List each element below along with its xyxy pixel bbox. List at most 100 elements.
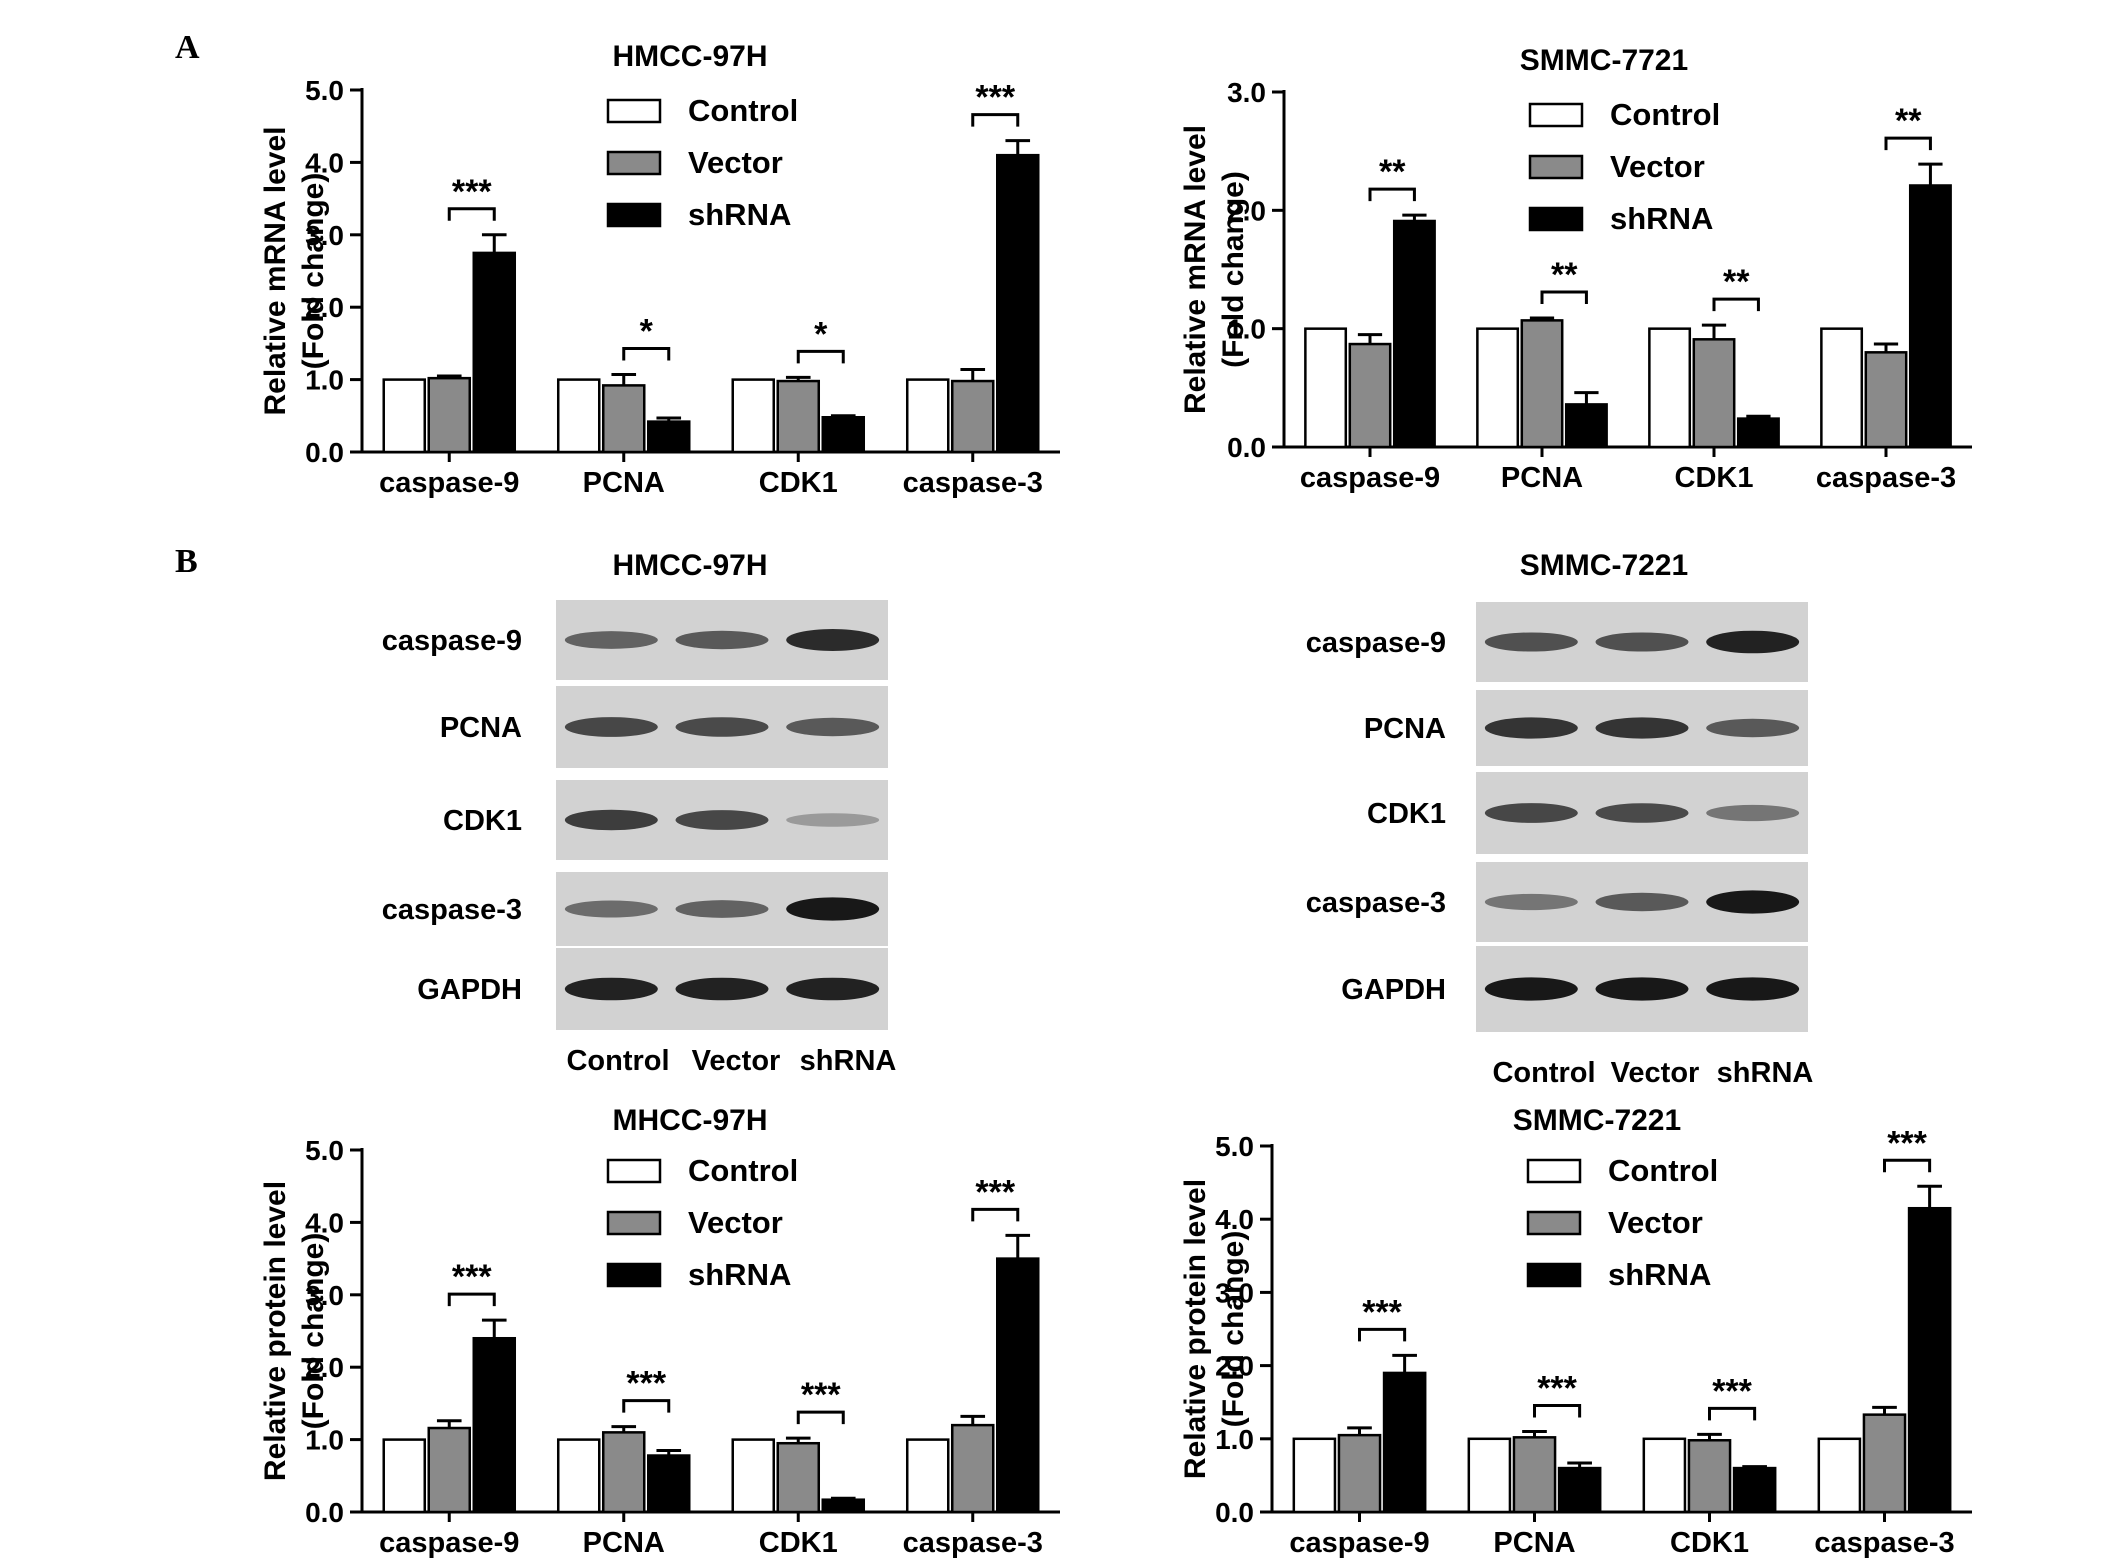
significance-bracket xyxy=(971,1207,1020,1222)
blot-band xyxy=(1706,630,1800,654)
significance-label: ** xyxy=(1551,256,1578,294)
y-tick-label: 3.0 xyxy=(1227,77,1266,108)
significance-label: *** xyxy=(626,1365,666,1403)
blot-band xyxy=(675,977,769,1001)
legend: Control Vector shRNA xyxy=(1526,1153,1718,1292)
legend: Control Vector shRNA xyxy=(606,93,798,232)
significance-label: ** xyxy=(1895,102,1922,140)
y-tick-label: 2.0 xyxy=(1227,195,1266,226)
blot-band xyxy=(1706,718,1800,738)
blot-row-label: caspase-3 xyxy=(1306,887,1446,919)
blot-row-label: CDK1 xyxy=(443,805,522,837)
legend-entry: shRNA xyxy=(688,197,791,232)
bar-shrna-caspase-9 xyxy=(1382,1371,1427,1514)
legend-swatch xyxy=(1526,1158,1582,1184)
blot-band xyxy=(1484,632,1578,652)
significance-label: * xyxy=(640,313,654,351)
bar-shrna-cdk1 xyxy=(1736,417,1780,449)
y-tick-label: 0.0 xyxy=(1227,432,1266,463)
y-axis-label-line-1: Relative mRNA level xyxy=(259,126,292,415)
x-tick-label: CDK1 xyxy=(759,1527,838,1559)
y-axis-label-line-1: Relative protein level xyxy=(259,1181,292,1481)
significance-label: *** xyxy=(975,79,1015,117)
chart-4: SMMC-7221 Relative protein level (Fold cha… xyxy=(1179,1104,1972,1559)
y-tick-label: 2.0 xyxy=(305,1352,344,1383)
legend-entry: shRNA xyxy=(688,1257,791,1292)
x-tick-label: caspase-3 xyxy=(903,467,1043,499)
blot-band xyxy=(1595,803,1689,823)
chart-2: SMMC-7721 Relative mRNA level (Fold change… xyxy=(1179,44,1972,494)
significance-bracket xyxy=(1884,136,1932,151)
significance-label: *** xyxy=(1362,1293,1402,1331)
bar-shrna-caspase-9 xyxy=(472,1336,517,1514)
y-axis-label: Relative protein level (Fold change) xyxy=(1179,1179,1250,1479)
bar-vector-cdk1 xyxy=(776,1441,821,1514)
blot-lane-label: Control xyxy=(566,1045,669,1077)
significance-bracket xyxy=(1708,1406,1757,1421)
legend-entry: Vector xyxy=(688,145,783,180)
significance-label: *** xyxy=(1537,1369,1577,1407)
blot-band xyxy=(1706,890,1800,914)
blot-band xyxy=(786,897,880,921)
y-axis-label-line-2: (Fold change) xyxy=(1217,1231,1250,1428)
y-tick-label: 0.0 xyxy=(305,437,344,468)
bar-control-caspase-9 xyxy=(382,378,426,454)
bar-control-cdk1 xyxy=(731,1438,775,1514)
bar-control-caspase-3 xyxy=(905,1438,950,1514)
significance-label: *** xyxy=(452,1258,492,1296)
y-axis-label-line-2: (Fold change) xyxy=(297,173,330,370)
bar-vector-caspase-9 xyxy=(1348,342,1392,449)
bar-shrna-caspase-3 xyxy=(1907,1206,1952,1514)
legend-swatch xyxy=(1528,102,1584,128)
blot-band xyxy=(675,810,769,830)
blot-band xyxy=(675,900,769,918)
panel-label-a: A xyxy=(175,29,200,66)
blot-band xyxy=(1595,892,1689,912)
bar-vector-caspase-3 xyxy=(950,1423,995,1514)
blot-band xyxy=(564,631,658,649)
bar-shrna-cdk1 xyxy=(821,415,866,454)
y-axis-label-line-2: (Fold change) xyxy=(1217,171,1250,368)
blot-row-label: PCNA xyxy=(1364,713,1446,745)
legend-entry: Vector xyxy=(688,1205,783,1240)
blot-row-label: caspase-3 xyxy=(382,894,522,926)
x-tick-label: PCNA xyxy=(583,467,665,499)
x-tick-label: PCNA xyxy=(1493,1527,1575,1559)
blot-lane-label: Control xyxy=(1492,1057,1595,1089)
x-tick-label: caspase-9 xyxy=(1289,1527,1429,1559)
bar-control-pcna xyxy=(1476,327,1520,449)
bar-control-caspase-9 xyxy=(1304,327,1348,449)
significance-label: *** xyxy=(801,1376,841,1414)
legend-entry: Vector xyxy=(1608,1205,1703,1240)
blot-band xyxy=(1484,717,1578,739)
bar-shrna-pcna xyxy=(647,420,691,454)
significance-bracket xyxy=(971,113,1020,127)
significance-label: ** xyxy=(1723,263,1750,301)
y-tick-label: 1.0 xyxy=(1215,1424,1254,1455)
blot-row-label: CDK1 xyxy=(1367,798,1446,830)
significance-bracket xyxy=(622,347,671,361)
blot-band xyxy=(1706,804,1800,822)
blot-band xyxy=(1595,977,1689,1001)
bar-control-caspase-3 xyxy=(1820,327,1864,449)
legend-swatch xyxy=(1528,206,1584,232)
blot-lane-label: shRNA xyxy=(1717,1057,1814,1089)
blot-band xyxy=(564,900,658,918)
bar-shrna-cdk1 xyxy=(821,1498,866,1514)
chart-3: MHCC-97H Relative protein level (Fold chan… xyxy=(259,1104,1060,1559)
blot-lane-label: Vector xyxy=(1611,1057,1700,1089)
bar-shrna-pcna xyxy=(1557,1466,1602,1514)
bar-control-cdk1 xyxy=(731,378,775,454)
blot-band xyxy=(564,717,658,737)
bar-vector-pcna xyxy=(601,1431,646,1514)
significance-bracket xyxy=(622,1399,671,1413)
bar-vector-caspase-3 xyxy=(1864,351,1908,449)
significance-bracket xyxy=(1540,290,1588,305)
x-tick-label: caspase-3 xyxy=(1816,462,1956,494)
chart-title: SMMC-7221 xyxy=(1513,1104,1681,1137)
bar-vector-caspase-9 xyxy=(427,376,472,454)
blot-row-label: caspase-9 xyxy=(382,625,522,657)
bar-control-caspase-9 xyxy=(1292,1437,1337,1514)
panel-label-b: B xyxy=(175,543,198,580)
